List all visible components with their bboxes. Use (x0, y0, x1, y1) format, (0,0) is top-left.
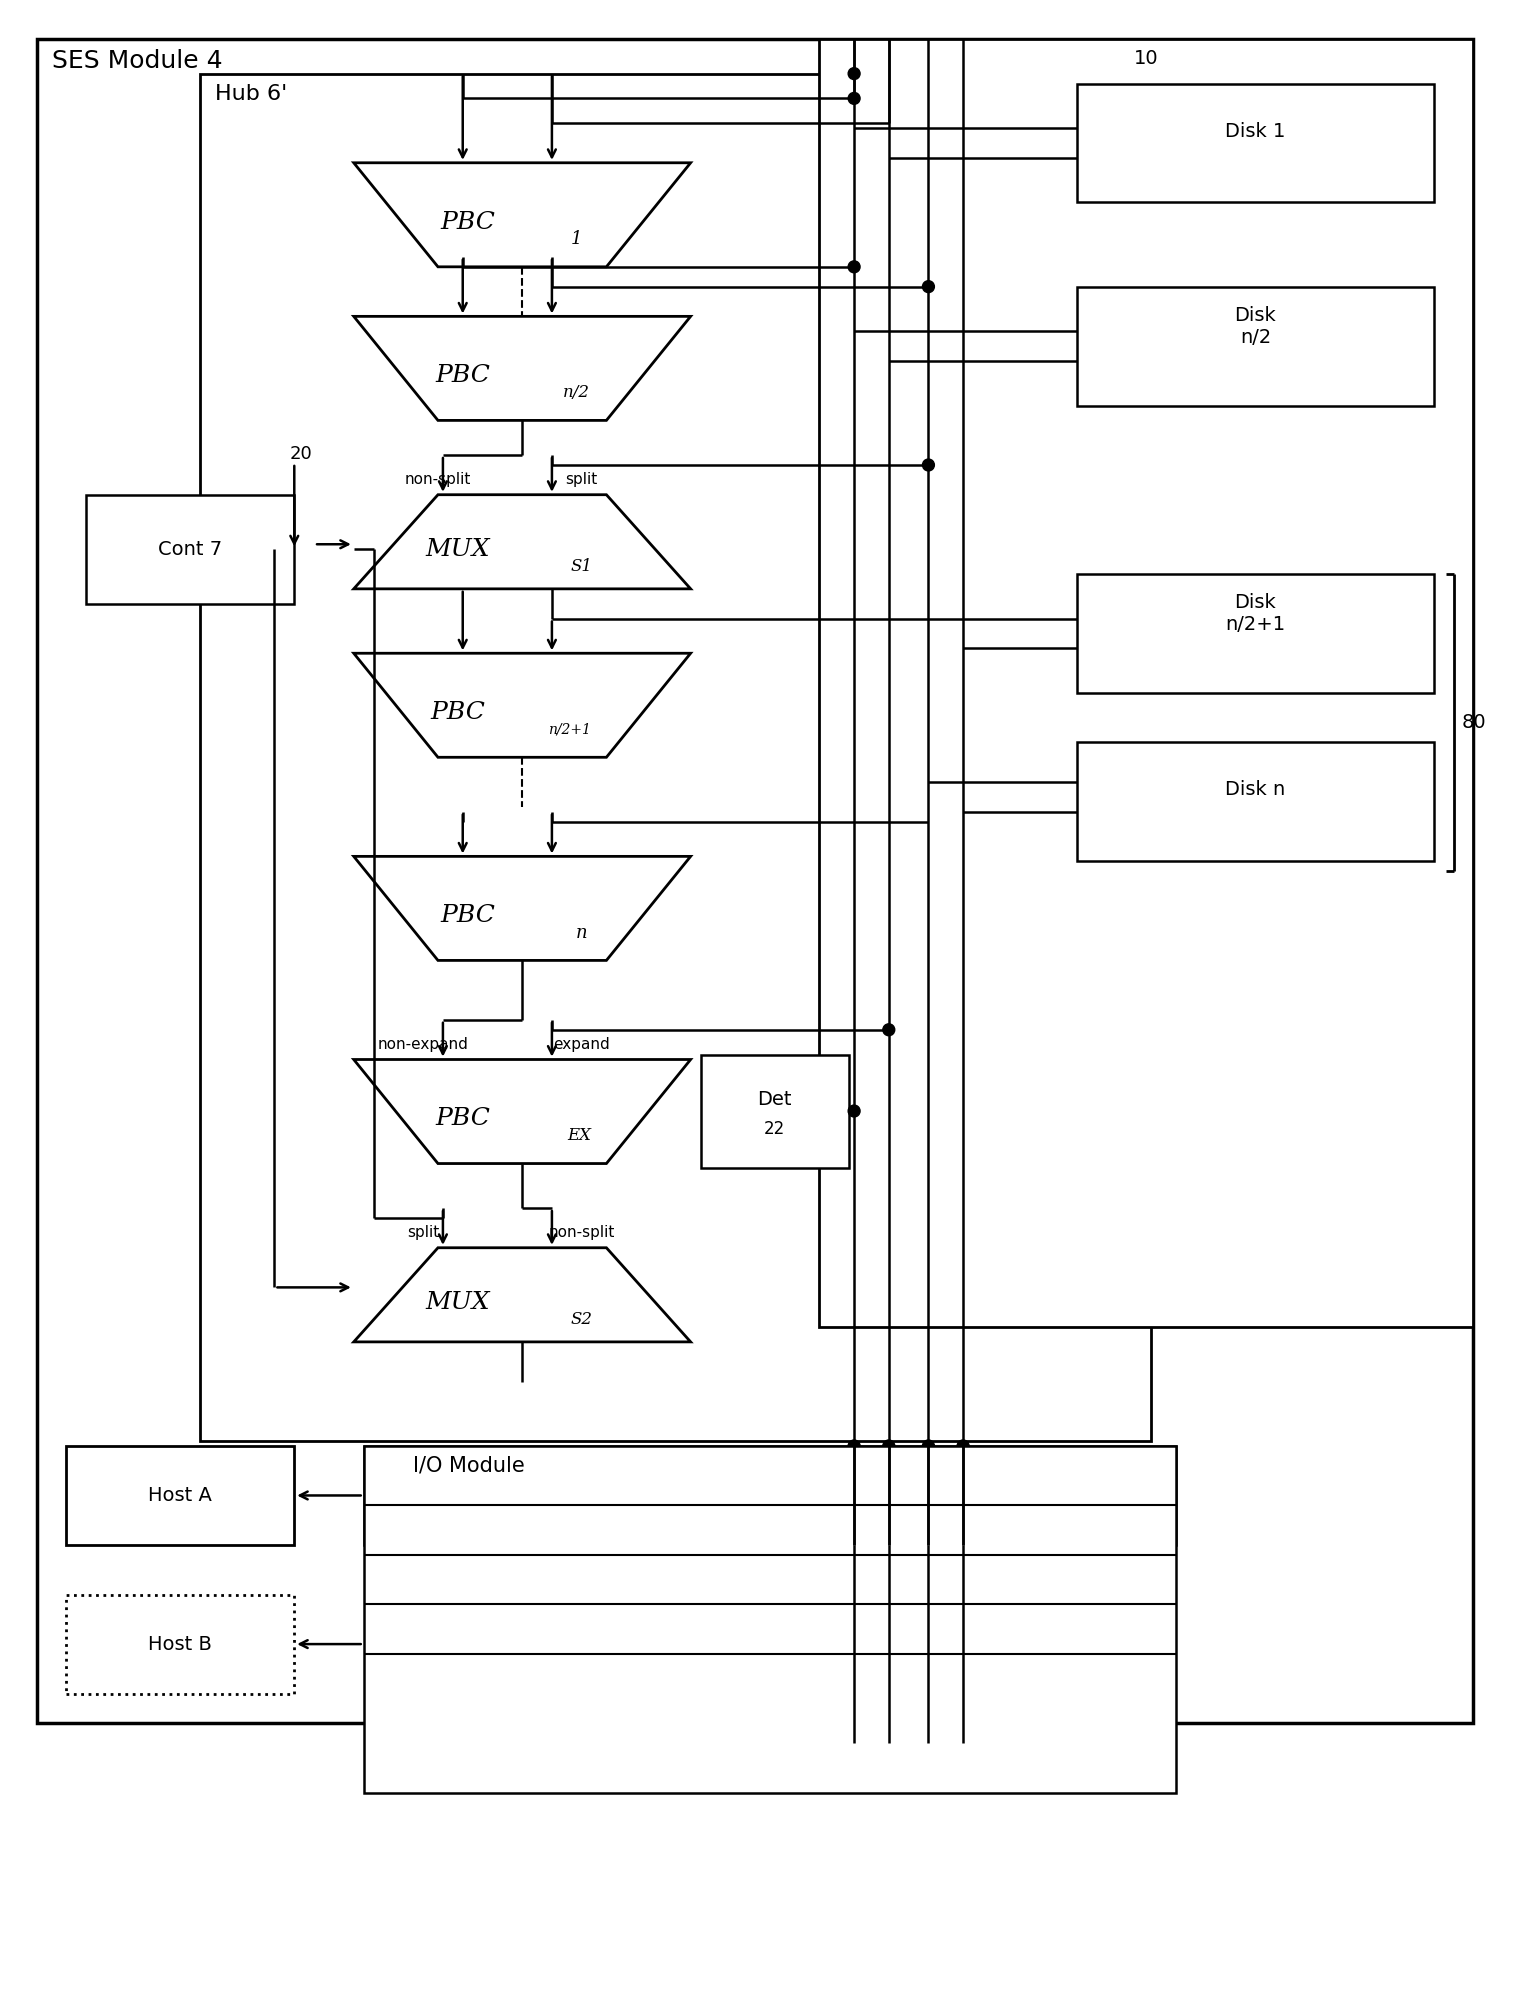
Text: expand: expand (554, 1037, 610, 1051)
Polygon shape (353, 1059, 690, 1164)
Text: S2: S2 (570, 1311, 593, 1327)
Text: I/O Module: I/O Module (413, 1455, 525, 1475)
Text: Cont 7: Cont 7 (158, 541, 223, 559)
Text: Disk
n/2: Disk n/2 (1235, 306, 1276, 348)
Text: n: n (576, 925, 587, 941)
Text: split: split (407, 1224, 440, 1240)
Text: PBC: PBC (440, 904, 495, 927)
Polygon shape (353, 163, 690, 267)
Circle shape (922, 281, 934, 293)
Text: EX: EX (567, 1128, 592, 1144)
Text: non-split: non-split (405, 472, 472, 486)
Text: 80: 80 (1461, 714, 1487, 732)
Text: 10: 10 (1135, 48, 1159, 68)
Bar (1077, 742, 1434, 862)
Circle shape (922, 458, 934, 470)
Text: PBC: PBC (431, 701, 485, 724)
Bar (1077, 575, 1434, 693)
Circle shape (848, 92, 860, 105)
Text: Disk
n/2+1: Disk n/2+1 (1226, 593, 1285, 633)
Bar (67, 1594, 294, 1694)
Text: 20: 20 (290, 444, 313, 462)
Bar (86, 494, 294, 603)
Bar (36, 38, 1473, 1723)
Bar (819, 38, 1473, 1327)
Text: n/2+1: n/2+1 (548, 722, 592, 736)
Text: MUX: MUX (426, 539, 490, 561)
Circle shape (922, 1439, 934, 1451)
Bar (364, 1445, 1176, 1793)
Circle shape (848, 68, 860, 80)
Text: SES Module 4: SES Module 4 (52, 48, 221, 72)
Text: 22: 22 (765, 1120, 786, 1138)
Circle shape (848, 1439, 860, 1451)
Bar (200, 74, 1151, 1441)
Text: S1: S1 (570, 557, 593, 575)
Circle shape (848, 261, 860, 273)
Circle shape (957, 1439, 969, 1451)
Polygon shape (353, 856, 690, 961)
Text: non-split: non-split (549, 1224, 614, 1240)
Polygon shape (353, 316, 690, 420)
Text: Host B: Host B (149, 1634, 212, 1654)
Text: Disk 1: Disk 1 (1226, 121, 1285, 141)
Text: Det: Det (757, 1089, 792, 1110)
Text: PBC: PBC (435, 1108, 490, 1130)
Text: non-expand: non-expand (378, 1037, 469, 1051)
Text: n/2: n/2 (563, 384, 590, 402)
Text: Disk n: Disk n (1226, 780, 1285, 800)
Polygon shape (353, 1248, 690, 1343)
Text: Hub 6': Hub 6' (215, 84, 287, 103)
Bar (67, 1445, 294, 1546)
Bar (364, 1445, 1176, 1546)
Polygon shape (353, 494, 690, 589)
Text: 1: 1 (570, 229, 583, 247)
Text: PBC: PBC (440, 211, 495, 233)
Bar (701, 1055, 850, 1168)
Circle shape (848, 1106, 860, 1118)
Polygon shape (353, 653, 690, 758)
Bar (1077, 287, 1434, 406)
Circle shape (883, 1439, 895, 1451)
Text: PBC: PBC (435, 364, 490, 388)
Circle shape (883, 1023, 895, 1035)
Text: split: split (566, 472, 598, 486)
Bar (1077, 84, 1434, 203)
Text: Host A: Host A (149, 1485, 212, 1505)
Text: MUX: MUX (426, 1290, 490, 1315)
